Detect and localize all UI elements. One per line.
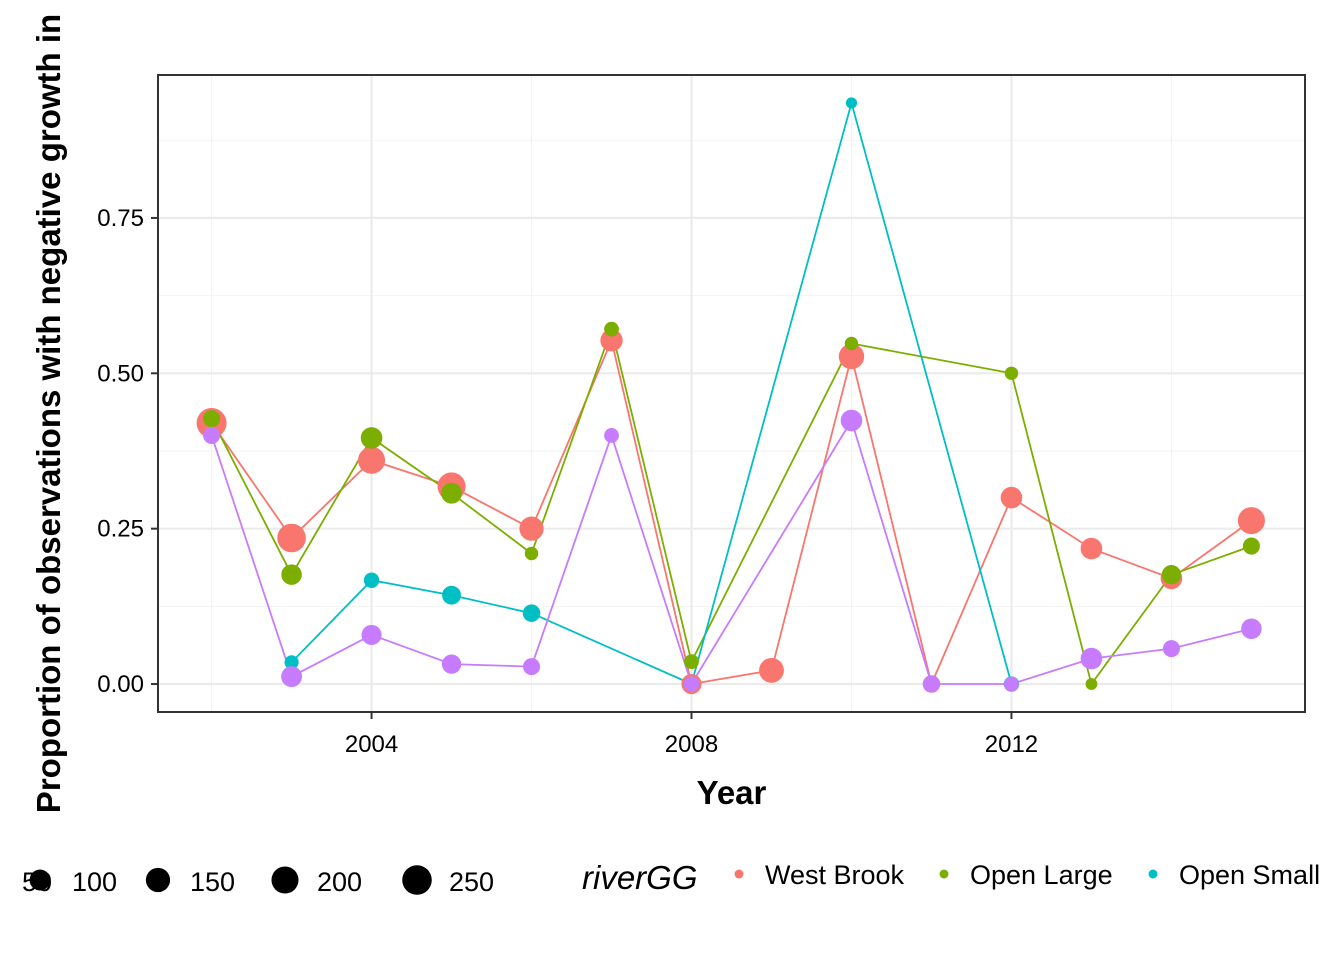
data-point-0 [1237,507,1265,535]
size-legend-label: 250 [449,867,494,897]
data-point-3 [361,624,382,645]
color-legend-label: West Brook [765,860,905,890]
size-legend-key [402,865,432,895]
x-tick-label: 2012 [985,731,1038,758]
data-point-3 [203,426,221,444]
data-point-2 [363,572,380,588]
color-legend-title: riverGG [582,859,698,896]
data-point-2 [284,655,299,670]
data-point-2 [522,604,541,622]
data-point-1 [844,336,859,351]
y-tick-label: 0.00 [97,671,144,698]
data-point-3 [1080,647,1103,670]
series-layer [196,97,1265,695]
data-point-0 [838,343,865,370]
data-point-3 [683,676,700,692]
data-point-1 [1004,366,1019,381]
data-point-1 [1161,565,1182,585]
data-point-3 [840,409,863,432]
data-point-0 [358,446,386,474]
data-point-1 [441,482,462,504]
y-tick-label: 0.75 [97,205,144,232]
data-point-2 [845,97,858,109]
data-point-3 [922,675,940,693]
y-tick-label: 0.25 [97,516,144,543]
data-point-3 [604,428,619,443]
color-legend-key [939,869,949,879]
data-point-1 [1242,537,1260,555]
data-point-0 [1000,486,1023,509]
series-line-2 [290,99,1013,686]
axes-layer: 2004 2008 2012 0.00 0.25 0.50 0.75 [97,205,1038,758]
data-point-1 [360,427,383,449]
data-point-0 [1080,537,1103,560]
data-point-0 [759,657,784,683]
size-legend-key [29,869,51,891]
x-axis-title: Year [697,774,767,811]
data-point-3 [281,666,303,688]
data-point-0 [277,523,306,553]
size-legend-label: 150 [190,867,235,897]
color-legend-key [1148,869,1158,879]
data-point-1 [524,546,539,561]
size-legend-key [145,867,171,893]
data-point-0 [519,516,544,541]
series-line-0 [210,337,1252,687]
plot-panel-border [157,74,1306,713]
data-point-2 [442,585,461,605]
y-tick-label: 0.50 [97,360,144,387]
data-point-3 [1004,676,1019,692]
y-axis-title: Proportion of observations with negative… [30,14,67,813]
size-legend-label: 100 [72,867,117,897]
x-tick-label: 2008 [665,731,718,758]
data-point-1 [203,410,221,428]
data-point-1 [604,321,619,337]
data-point-1 [281,564,302,585]
x-tick-label: 2004 [345,731,398,758]
data-point-3 [1162,640,1180,658]
data-point-0 [600,329,623,352]
size-legend-key [271,866,299,894]
size-legend-label: 200 [317,867,362,897]
data-point-3 [523,658,541,676]
color-legend-label: Open Large [970,860,1113,890]
color-legend-label: Open Small [1179,860,1320,890]
data-point-3 [441,654,462,674]
data-point-1 [1085,678,1098,690]
data-point-3 [1241,618,1262,639]
color-legend-key [734,869,744,879]
data-point-1 [684,654,699,670]
grid-layer [158,75,1305,712]
